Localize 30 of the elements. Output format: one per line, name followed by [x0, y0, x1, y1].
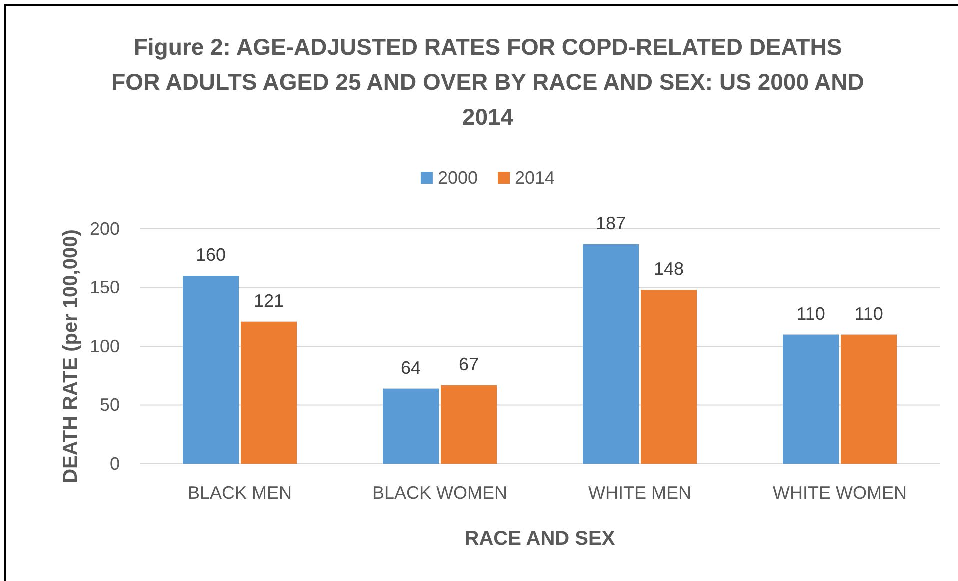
- bar: [841, 334, 897, 464]
- data-label: 110: [796, 304, 826, 324]
- bar: [183, 276, 239, 464]
- x-tick-label: WHITE MEN: [588, 482, 692, 503]
- data-label: 121: [254, 290, 284, 311]
- y-tick-label: 50: [100, 395, 120, 416]
- y-tick-label: 0: [110, 454, 120, 474]
- data-label: 110: [854, 304, 884, 324]
- x-tick-label: WHITE WOMEN: [773, 482, 907, 503]
- x-tick-label: BLACK WOMEN: [372, 482, 508, 503]
- bar: [583, 244, 639, 464]
- data-label: 67: [458, 354, 480, 374]
- bar: [641, 290, 697, 464]
- y-tick-label: 200: [90, 218, 120, 239]
- x-axis-title: RACE AND SEX: [464, 528, 616, 550]
- x-tick-label: BLACK MEN: [188, 482, 292, 503]
- chart-title: Figure 2: AGE-ADJUSTED RATES FOR COPD-RELATED DEATHS FOR ADULTS AGED 25 AND OVER BY RACE AND SEX: US 2000 AND 2014: [112, 34, 864, 130]
- y-tick-label: 150: [90, 278, 120, 298]
- bar: [383, 388, 439, 464]
- bar: [783, 334, 839, 464]
- legend-label: 2000: [438, 168, 478, 188]
- y-tick-label: 100: [90, 336, 120, 356]
- data-label: 148: [654, 259, 684, 280]
- data-label: 64: [400, 358, 422, 378]
- bar: [241, 322, 297, 464]
- legend-label: 2014: [515, 168, 556, 188]
- y-axis-title: DEATH RATE (per 100,000): [60, 230, 82, 484]
- data-label: 187: [596, 213, 626, 234]
- bar: [441, 385, 497, 464]
- data-label: 160: [196, 245, 226, 265]
